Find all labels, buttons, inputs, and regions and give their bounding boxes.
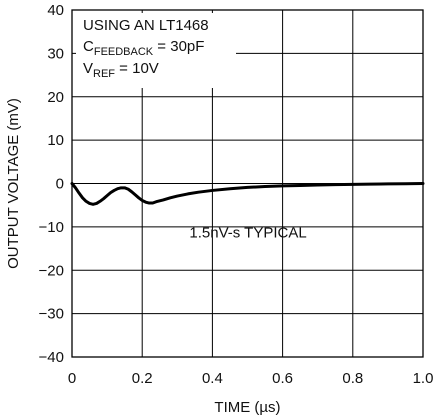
annotation-block: USING AN LT1468 CFEEDBACK = 30pF VREF = … [83, 17, 209, 80]
series-line [70, 182, 425, 206]
y-tick-label: 0 [56, 176, 64, 193]
x-tick-label: 0.6 [272, 370, 293, 387]
y-tick-label: 40 [47, 2, 64, 19]
x-tick-label: 0.8 [342, 370, 363, 387]
x-tick-label: 1.0 [413, 370, 434, 387]
annotation-vref: VREF = 10V [83, 60, 159, 80]
y-tick-label: −20 [39, 262, 64, 279]
annotation-feedback-value: = 30pF [153, 38, 204, 55]
annotation-vref-sub: REF [93, 68, 115, 80]
y-tick-label: 30 [47, 45, 64, 62]
y-tick-label: −10 [39, 219, 64, 236]
annotation-box [76, 13, 236, 88]
y-tick-label: −30 [39, 306, 64, 323]
y-tick-label: 10 [47, 132, 64, 149]
annotation-feedback: CFEEDBACK = 30pF [83, 38, 204, 58]
annotation-vref-value: = 10V [115, 60, 159, 77]
x-tick-labels: 0 0.2 0.4 0.6 0.8 1.0 [68, 370, 434, 387]
x-tick-label: 0.4 [202, 370, 223, 387]
y-tick-labels: 40 30 20 10 0 −10 −20 −30 −40 [39, 2, 64, 366]
annotation-feedback-sub: FEEDBACK [94, 46, 154, 58]
annotation-device: USING AN LT1468 [83, 17, 209, 34]
x-axis-label: TIME (µs) [214, 399, 280, 416]
y-axis-label: OUTPUT VOLTAGE (mV) [5, 98, 22, 269]
x-tick-label: 0.2 [132, 370, 153, 387]
x-tick-label: 0 [68, 370, 76, 387]
y-tick-label: −40 [39, 349, 64, 366]
curve-label: 1.5nV-s TYPICAL [189, 224, 306, 241]
annotation-feedback-main: C [83, 38, 94, 55]
annotation-vref-main: V [83, 60, 93, 77]
y-tick-label: 20 [47, 89, 64, 106]
